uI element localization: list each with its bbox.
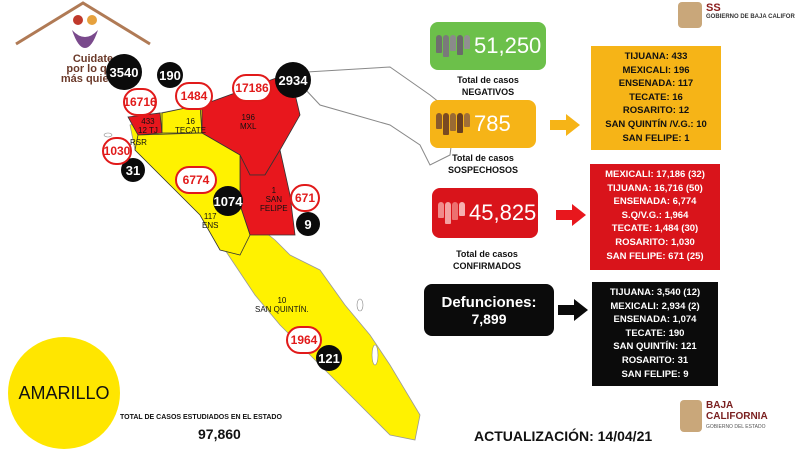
region-label-tijuana: 433 12 TJ	[138, 117, 158, 135]
list-item: TIJUANA: 3,540 (12)	[609, 287, 701, 298]
arrow-right-icon	[550, 114, 580, 136]
negatives-caption: Total de casos NEGATIVOS	[457, 75, 519, 97]
deaths-value: 7,899	[471, 310, 507, 327]
people-group-icon	[436, 35, 470, 57]
confirmed-circle-ensenada: 6774	[175, 166, 217, 194]
agency-name: GOBIERNO DE BAJA CALIFOR	[706, 14, 795, 20]
region-label-ensenada: 117 ENS	[202, 212, 219, 230]
total-studied-value: 97,860	[198, 426, 241, 442]
suspected-caption: Total de casos SOSPECHOSOS	[447, 153, 519, 175]
confirmed-circle-rosarito: 1030	[102, 137, 132, 165]
arrow-right-icon	[556, 204, 586, 226]
confirmed-stat-box: 45,825	[432, 188, 538, 238]
region-label-tecate: 16 TECATE	[175, 117, 206, 135]
list-item: ROSARITO: 1,030	[615, 236, 695, 248]
suspected-by-city-list: TIJUANA: 433 MEXICALI: 196 ENSENADA: 117…	[591, 46, 721, 150]
list-item: SAN QUINTÍN /V.G.: 10	[605, 118, 707, 130]
status-level-badge: AMARILLO	[8, 337, 120, 449]
region-label-san-quintin: 10 SAN QUINTÍN.	[255, 296, 309, 314]
list-item: TIJUANA: 16,716 (50)	[607, 182, 703, 194]
list-item: SAN FELIPE: 1	[622, 132, 690, 144]
campaign-logo-text: Cuidate por lo que más quieres	[60, 53, 126, 85]
confirmed-circle-tijuana: 16716	[123, 88, 157, 116]
deaths-by-city-list: TIJUANA: 3,540 (12) MEXICALI: 2,934 (2) …	[592, 282, 718, 386]
list-item: SAN FELIPE: 671 (25)	[606, 250, 704, 262]
list-item: S.Q/V.G.: 1,964	[621, 209, 689, 221]
suspected-stat-box: 785	[430, 100, 536, 148]
deaths-circle-san-quintin: 121	[316, 345, 342, 371]
people-group-icon	[436, 113, 470, 135]
list-item: TIJUANA: 433	[624, 51, 688, 62]
region-label-san-felipe: 1 SAN FELIPE	[260, 186, 288, 213]
confirmed-circle-san-felipe: 671	[290, 184, 320, 212]
deaths-circle-san-felipe: 9	[296, 212, 320, 236]
agency-abbr: SS	[706, 2, 721, 14]
suspected-value: 785	[474, 111, 511, 136]
confirmed-circle-mexicali: 17186	[232, 74, 272, 102]
confirmed-value: 45,825	[469, 200, 537, 225]
list-item: MEXICALI: 17,186 (32)	[605, 169, 705, 180]
confirmed-circle-tecate: 1484	[175, 82, 213, 110]
list-item: ROSARITO: 12	[622, 105, 690, 117]
list-item: ENSENADA: 6,774	[613, 196, 697, 208]
people-group-icon	[438, 202, 465, 224]
negatives-stat-box: 51,250	[430, 22, 546, 70]
list-item: TECATE: 16	[629, 91, 683, 103]
region-label-rosarito: RSR	[130, 138, 147, 147]
baja-california-logo: BAJA CALIFORNIA GOBIERNO DEL ESTADO	[676, 398, 796, 438]
list-item: ROSARITO: 31	[621, 354, 689, 366]
deaths-circle-mexicali: 2934	[275, 62, 311, 98]
deaths-circle-tecate: 190	[157, 62, 183, 88]
negatives-value: 51,250	[474, 33, 542, 58]
confirmed-by-city-list: MEXICALI: 17,186 (32) TIJUANA: 16,716 (5…	[590, 164, 720, 270]
arrow-right-icon	[558, 299, 588, 321]
agency-logo: SS GOBIERNO DE BAJA CALIFOR	[674, 2, 795, 28]
campaign-logo	[15, 1, 151, 48]
list-item: ENSENADA: 1,074	[613, 314, 697, 326]
deaths-circle-ensenada: 1074	[213, 186, 243, 216]
deaths-stat-box: Defunciones: 7,899	[424, 284, 554, 336]
confirmed-circle-san-quintin: 1964	[286, 326, 322, 354]
list-item: TECATE: 190	[625, 327, 685, 339]
state-crest-icon	[678, 2, 702, 28]
confirmed-caption: Total de casos CONFIRMADOS	[453, 249, 521, 271]
deaths-circle-tijuana: 3540	[106, 54, 142, 90]
state-crest-icon	[680, 400, 702, 432]
list-item: MEXICALI: 2,934 (2)	[610, 300, 700, 312]
region-ensenada	[134, 132, 251, 256]
list-item: ENSENADA: 117	[618, 78, 694, 90]
list-item: MEXICALI: 196	[622, 64, 690, 76]
total-studied-label: TOTAL DE CASOS ESTUDIADOS EN EL ESTADO	[120, 414, 282, 421]
deaths-title: Defunciones:	[441, 293, 537, 311]
list-item: TECATE: 1,484 (30)	[611, 223, 699, 235]
update-date: ACTUALIZACIÓN: 14/04/21	[474, 428, 653, 444]
region-label-mexicali: 196 MXL	[240, 113, 257, 131]
list-item: SAN QUINTÍN: 121	[613, 341, 697, 353]
list-item: SAN FELIPE: 9	[621, 368, 689, 380]
